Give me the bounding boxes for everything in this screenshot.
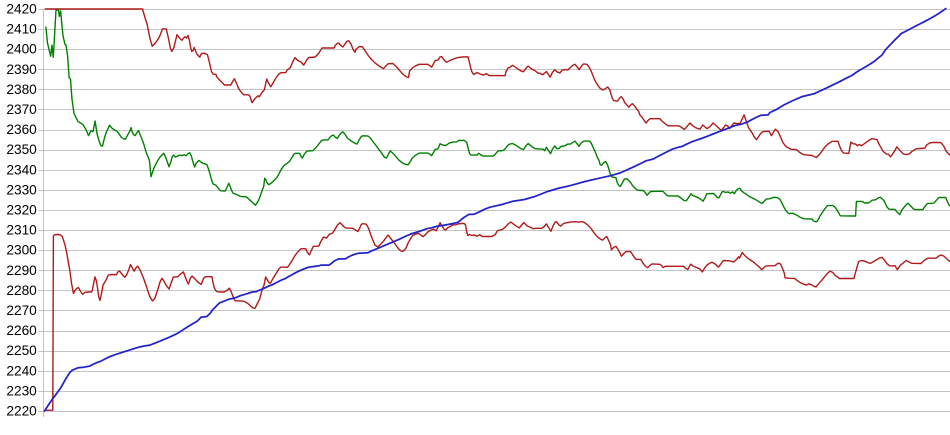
svg-text:2340: 2340 [6, 162, 37, 177]
svg-text:2300: 2300 [6, 243, 37, 258]
svg-text:2320: 2320 [6, 203, 37, 218]
svg-text:2380: 2380 [6, 82, 37, 97]
svg-text:2360: 2360 [6, 122, 37, 137]
svg-text:2240: 2240 [6, 363, 37, 378]
svg-text:2220: 2220 [6, 404, 37, 419]
svg-text:2390: 2390 [6, 62, 37, 77]
svg-text:2230: 2230 [6, 383, 37, 398]
svg-text:2410: 2410 [6, 22, 37, 37]
svg-text:2270: 2270 [6, 303, 37, 318]
svg-text:2290: 2290 [6, 263, 37, 278]
svg-text:2330: 2330 [6, 182, 37, 197]
svg-text:2400: 2400 [6, 42, 37, 57]
svg-text:2370: 2370 [6, 102, 37, 117]
svg-text:2420: 2420 [6, 2, 37, 17]
svg-text:2250: 2250 [6, 343, 37, 358]
svg-text:2280: 2280 [6, 283, 37, 298]
svg-text:2310: 2310 [6, 223, 37, 238]
svg-text:2260: 2260 [6, 323, 37, 338]
svg-text:2350: 2350 [6, 142, 37, 157]
